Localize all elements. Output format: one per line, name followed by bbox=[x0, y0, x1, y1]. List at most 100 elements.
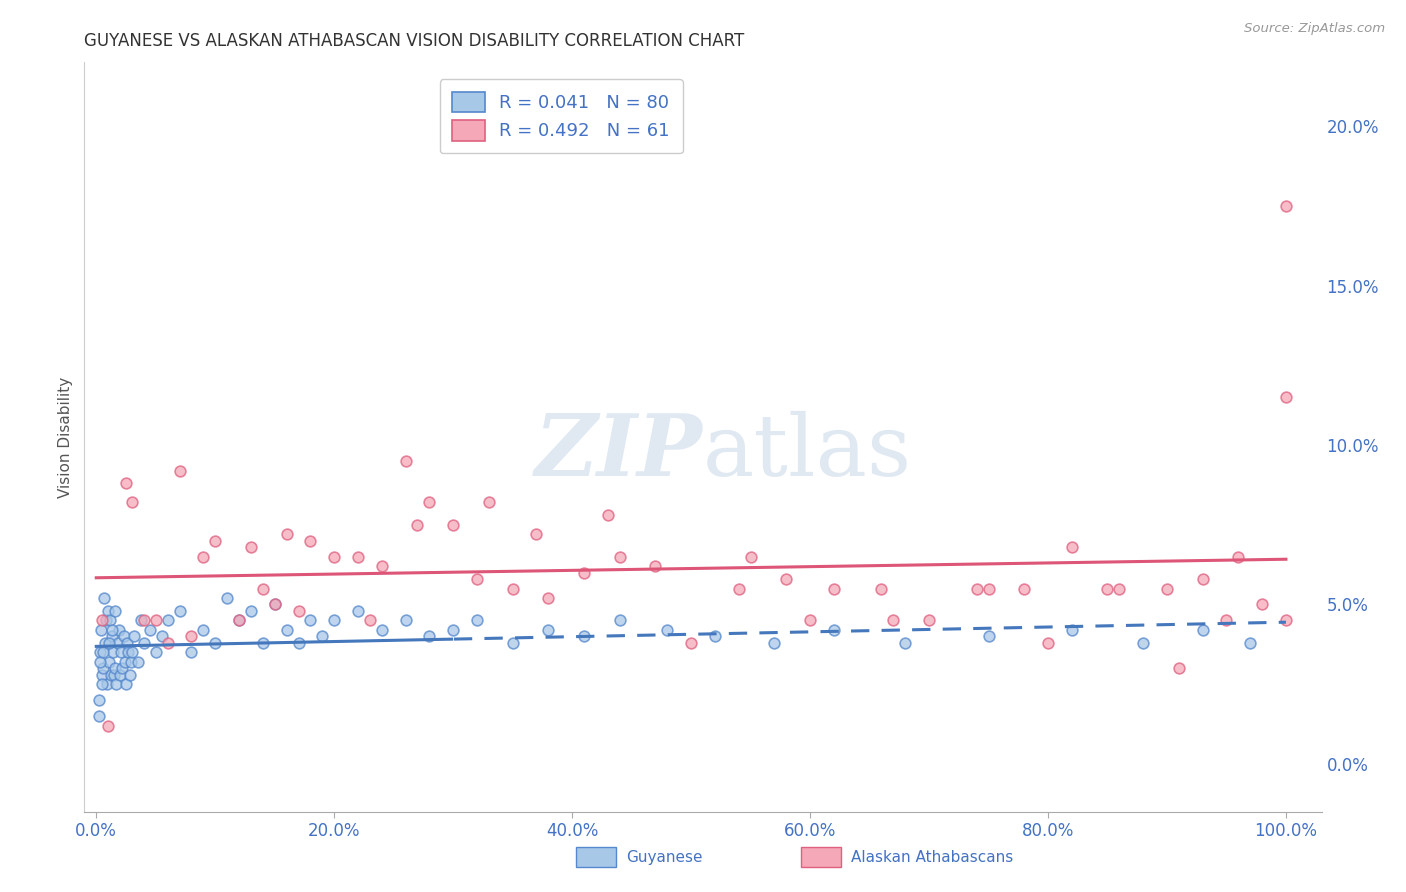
Text: GUYANESE VS ALASKAN ATHABASCAN VISION DISABILITY CORRELATION CHART: GUYANESE VS ALASKAN ATHABASCAN VISION DI… bbox=[84, 32, 745, 50]
Point bbox=[87, 709, 110, 723]
Point bbox=[91, 667, 114, 681]
Point bbox=[93, 661, 115, 675]
Point bbox=[107, 636, 129, 650]
Point bbox=[727, 582, 749, 596]
Point bbox=[526, 527, 548, 541]
Point bbox=[1239, 636, 1261, 650]
Point bbox=[90, 623, 112, 637]
Y-axis label: Vision Disability: Vision Disability bbox=[58, 376, 73, 498]
Point bbox=[252, 636, 274, 650]
Legend: R = 0.041   N = 80, R = 0.492   N = 61: R = 0.041 N = 80, R = 0.492 N = 61 bbox=[440, 79, 682, 153]
Point bbox=[681, 636, 703, 650]
Point bbox=[502, 636, 524, 650]
Point bbox=[132, 614, 155, 628]
Point bbox=[217, 591, 239, 606]
Point bbox=[1275, 199, 1298, 213]
Point bbox=[1108, 582, 1130, 596]
Point bbox=[93, 636, 115, 650]
Point bbox=[90, 677, 112, 691]
Point bbox=[371, 559, 394, 574]
Point bbox=[287, 636, 309, 650]
Point bbox=[139, 623, 162, 637]
Point bbox=[114, 655, 136, 669]
Point bbox=[502, 582, 524, 596]
Point bbox=[276, 527, 298, 541]
Point bbox=[323, 614, 346, 628]
Point bbox=[101, 623, 124, 637]
Text: Alaskan Athabascans: Alaskan Athabascans bbox=[851, 850, 1012, 864]
Point bbox=[110, 645, 132, 659]
Point bbox=[465, 614, 488, 628]
Point bbox=[115, 677, 138, 691]
Point bbox=[609, 549, 631, 564]
Point bbox=[252, 582, 274, 596]
Point bbox=[112, 629, 135, 643]
Point bbox=[111, 661, 134, 675]
Point bbox=[204, 533, 226, 548]
Point bbox=[572, 629, 595, 643]
Point bbox=[894, 636, 917, 650]
Point bbox=[145, 645, 167, 659]
Point bbox=[347, 604, 370, 618]
Point bbox=[169, 464, 191, 478]
Point bbox=[263, 598, 285, 612]
Point bbox=[609, 614, 631, 628]
Text: atlas: atlas bbox=[703, 410, 912, 493]
Point bbox=[406, 517, 429, 532]
Point bbox=[108, 667, 131, 681]
Point bbox=[132, 636, 155, 650]
Point bbox=[966, 582, 988, 596]
Point bbox=[156, 636, 179, 650]
Point bbox=[299, 614, 322, 628]
Point bbox=[394, 454, 416, 468]
Point bbox=[918, 614, 941, 628]
Point bbox=[156, 614, 179, 628]
Point bbox=[121, 495, 143, 509]
Point bbox=[239, 604, 262, 618]
Point bbox=[98, 655, 121, 669]
Point bbox=[105, 677, 128, 691]
Point bbox=[193, 623, 215, 637]
Point bbox=[1132, 636, 1154, 650]
Point bbox=[89, 645, 111, 659]
Point bbox=[239, 540, 262, 554]
Point bbox=[1275, 390, 1298, 404]
Point bbox=[101, 645, 124, 659]
Point bbox=[763, 636, 786, 650]
Point bbox=[94, 614, 117, 628]
Point bbox=[97, 718, 120, 732]
Point bbox=[703, 629, 725, 643]
Point bbox=[118, 667, 141, 681]
Point bbox=[96, 677, 118, 691]
Point bbox=[977, 582, 1000, 596]
Point bbox=[100, 629, 122, 643]
Point bbox=[1227, 549, 1250, 564]
Point bbox=[115, 476, 138, 491]
Point bbox=[1036, 636, 1059, 650]
Point bbox=[150, 629, 173, 643]
Point bbox=[97, 604, 120, 618]
Point bbox=[977, 629, 1000, 643]
Point bbox=[1215, 614, 1237, 628]
Point bbox=[100, 667, 122, 681]
Text: Source: ZipAtlas.com: Source: ZipAtlas.com bbox=[1244, 22, 1385, 36]
Point bbox=[228, 614, 250, 628]
Point bbox=[104, 661, 127, 675]
Point bbox=[596, 508, 619, 523]
Point bbox=[204, 636, 226, 650]
Point bbox=[823, 623, 845, 637]
Point bbox=[91, 645, 114, 659]
Point bbox=[1156, 582, 1178, 596]
Point bbox=[740, 549, 762, 564]
Point bbox=[124, 629, 146, 643]
Point bbox=[180, 629, 202, 643]
Point bbox=[89, 655, 111, 669]
Point bbox=[91, 614, 114, 628]
Point bbox=[418, 629, 440, 643]
Point bbox=[1251, 598, 1274, 612]
Point bbox=[104, 604, 127, 618]
Point bbox=[323, 549, 346, 564]
Point bbox=[228, 614, 250, 628]
Point bbox=[537, 623, 560, 637]
Point bbox=[127, 655, 149, 669]
